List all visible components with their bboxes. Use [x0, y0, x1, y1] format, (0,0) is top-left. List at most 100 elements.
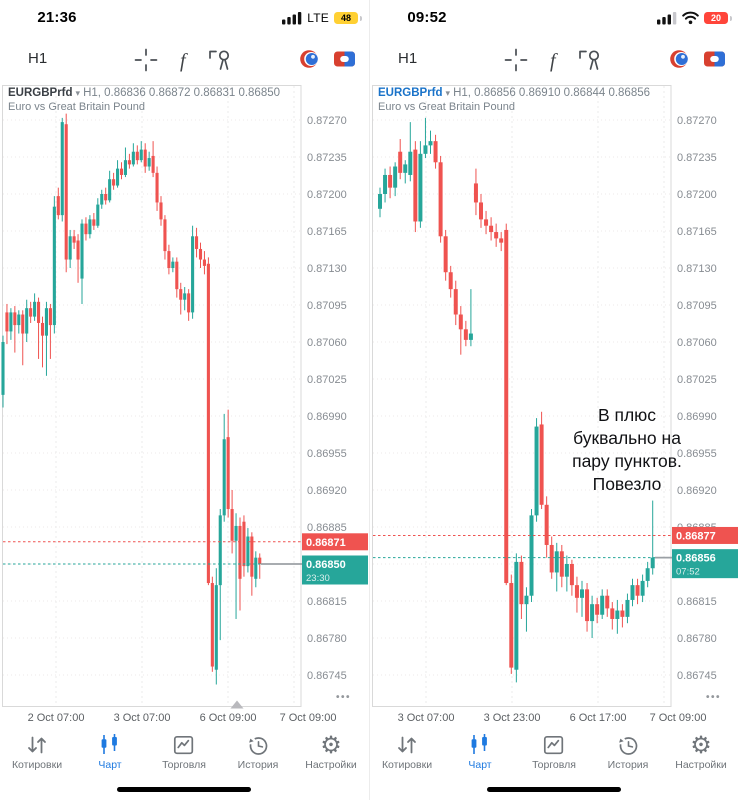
crosshair-icon[interactable] — [134, 48, 158, 72]
candle-body — [179, 289, 183, 300]
date-tick-label: 3 Oct 07:00 — [398, 712, 455, 724]
candle-body — [423, 145, 428, 154]
axis-more-dots[interactable]: ••• — [336, 692, 351, 703]
home-indicator[interactable] — [117, 787, 251, 792]
pie-app-icon[interactable] — [670, 50, 689, 68]
status-icons: 20 — [657, 10, 732, 26]
timeframe-label[interactable]: H1 — [398, 50, 418, 67]
chevron-down-icon[interactable]: ▾ — [75, 88, 81, 98]
annotation-text: В плюс буквально на пару пунктов. Повезл… — [572, 405, 682, 494]
candle-body — [529, 515, 534, 596]
candle-body — [559, 551, 564, 577]
candle-body — [494, 232, 499, 239]
price-tick-label: 0.86885 — [307, 522, 347, 534]
candle-body — [17, 314, 21, 326]
candle-body — [198, 248, 203, 260]
candle-body — [378, 194, 382, 209]
candlestick-chart[interactable]: 0.87270 0.87235 0.87200 0.87165 0.87130 0.870… — [370, 0, 739, 800]
bid-price-text: 0.86856 — [676, 553, 716, 565]
candle-body — [258, 557, 262, 564]
nav-item-quotes[interactable]: Котировки — [370, 731, 444, 771]
scroll-end-marker-icon[interactable] — [230, 700, 244, 709]
nav-item-chart[interactable]: Чарт — [73, 731, 147, 771]
candle-body — [388, 174, 393, 188]
nav-item-settings[interactable]: ⚙ Настройки — [675, 730, 727, 772]
candle-body — [80, 223, 84, 279]
objects-icon[interactable] — [579, 50, 600, 70]
chart-header[interactable]: EURGBPrfd ▾ H1, 0.86836 0.86872 0.86831 0.… — [8, 87, 280, 113]
candle-body — [509, 583, 514, 668]
candle-body — [428, 141, 433, 146]
chevron-down-icon[interactable]: ▾ — [445, 88, 451, 98]
candle-body — [484, 219, 489, 226]
nav-item-settings[interactable]: ⚙ Настройки — [305, 730, 357, 772]
candle-body — [210, 583, 214, 667]
candle-body — [1, 342, 5, 395]
candle-body — [29, 308, 33, 317]
bid-price-label — [672, 549, 738, 579]
flag-app-icon[interactable] — [704, 51, 725, 67]
home-indicator[interactable] — [487, 787, 621, 792]
nav-item-trade[interactable]: Торговля — [147, 731, 221, 771]
price-tick-label: 0.86815 — [307, 596, 347, 608]
nav-item-history[interactable]: История — [591, 731, 665, 771]
network-type-label: LTE — [307, 11, 329, 25]
candle-body — [155, 172, 159, 203]
candle-body — [620, 610, 625, 617]
broker-app-icons — [670, 50, 725, 68]
indicators-f-icon[interactable]: f — [180, 50, 188, 72]
objects-icon[interactable] — [209, 50, 230, 70]
trade-chart-icon — [543, 735, 564, 754]
bid-price-label — [302, 555, 368, 585]
plot-area[interactable] — [2, 85, 302, 707]
candle-body — [238, 525, 242, 579]
status-time: 09:52 — [407, 9, 447, 26]
nav-item-trade[interactable]: Торговля — [517, 731, 591, 771]
history-clock-icon — [619, 736, 638, 755]
candle-body — [383, 174, 388, 194]
price-tick-label: 0.87060 — [307, 337, 347, 349]
candle-body — [433, 141, 438, 163]
price-tick-label: 0.87235 — [677, 152, 717, 164]
axis-more-dots[interactable]: ••• — [706, 692, 721, 703]
chart-header[interactable]: EURGBPrfd ▾ H1, 0.86856 0.86910 0.86844 0.… — [378, 87, 650, 113]
nav-item-chart[interactable]: Чарт — [443, 731, 517, 771]
timeframe-label[interactable]: H1 — [28, 50, 48, 67]
indicators-f-icon[interactable]: f — [550, 50, 558, 72]
nav-item-quotes[interactable]: Котировки — [0, 731, 74, 771]
candle-body — [76, 240, 80, 260]
ohlc-values: H1, 0.86856 0.86910 0.86844 0.86856 — [453, 87, 651, 99]
candle-body — [60, 122, 64, 216]
candle-body — [605, 595, 610, 609]
crosshair-icon[interactable] — [504, 48, 528, 72]
candle-body — [473, 183, 478, 203]
price-tick-label: 0.87200 — [307, 189, 347, 201]
candle-body — [151, 155, 155, 173]
candle-body — [580, 589, 584, 598]
candle-body — [206, 263, 210, 584]
symbol-name[interactable]: EURGBPrfd — [378, 87, 443, 99]
candle-body — [100, 194, 104, 205]
status-icons: LTE 48 — [282, 10, 362, 26]
bid-price-text: 0.86850 — [306, 559, 346, 571]
candle-body — [104, 194, 108, 201]
quotes-arrows-icon — [28, 736, 46, 753]
cellular-signal-icon — [657, 12, 677, 25]
candle-body — [595, 604, 600, 615]
price-tick-label: 0.87165 — [307, 226, 347, 238]
price-tick-label: 0.87165 — [677, 226, 717, 238]
candle-body — [625, 599, 630, 617]
chart-toolbar-icons: f — [134, 48, 230, 72]
candle-body — [5, 312, 9, 332]
date-tick-label: 7 Oct 09:00 — [280, 712, 337, 724]
symbol-name[interactable]: EURGBPrfd — [8, 87, 73, 99]
battery-tip — [730, 15, 732, 21]
candle-body — [468, 333, 473, 340]
nav-item-history[interactable]: История — [221, 731, 295, 771]
candlestick-chart[interactable]: 0.87270 0.87235 0.87200 0.87165 0.87130 0.870… — [0, 0, 369, 800]
pie-app-icon[interactable] — [300, 50, 319, 68]
candle-body — [202, 259, 206, 266]
price-tick-label: 0.86990 — [307, 411, 347, 423]
screenshot-left: 21:36 LTE 48 H1 f — [0, 0, 369, 800]
flag-app-icon[interactable] — [334, 51, 355, 67]
